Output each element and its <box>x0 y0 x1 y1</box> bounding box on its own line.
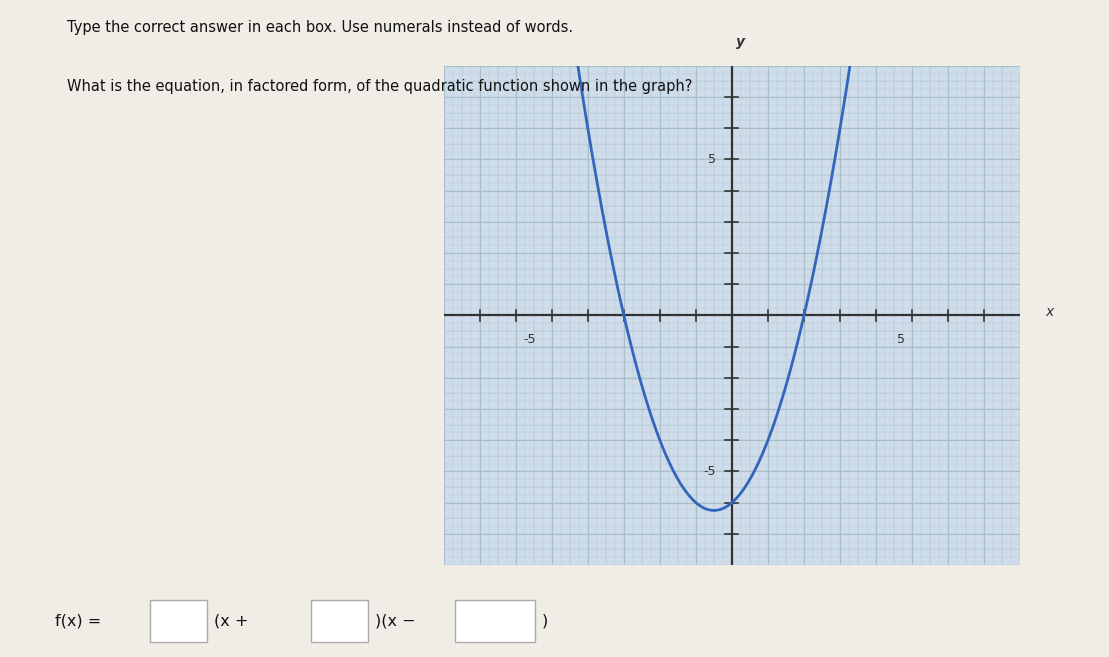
Text: x: x <box>1046 306 1054 319</box>
Text: What is the equation, in factored form, of the quadratic function shown in the g: What is the equation, in factored form, … <box>67 79 692 94</box>
Text: 5: 5 <box>708 153 715 166</box>
Text: (x +: (x + <box>214 614 248 628</box>
Text: ): ) <box>541 614 548 628</box>
Text: )(x −: )(x − <box>375 614 416 628</box>
Text: y: y <box>736 35 745 49</box>
Text: -5: -5 <box>523 332 537 346</box>
Text: f(x) =: f(x) = <box>55 614 102 628</box>
Text: 5: 5 <box>897 332 905 346</box>
Text: -5: -5 <box>703 465 715 478</box>
Text: Type the correct answer in each box. Use numerals instead of words.: Type the correct answer in each box. Use… <box>67 20 572 35</box>
